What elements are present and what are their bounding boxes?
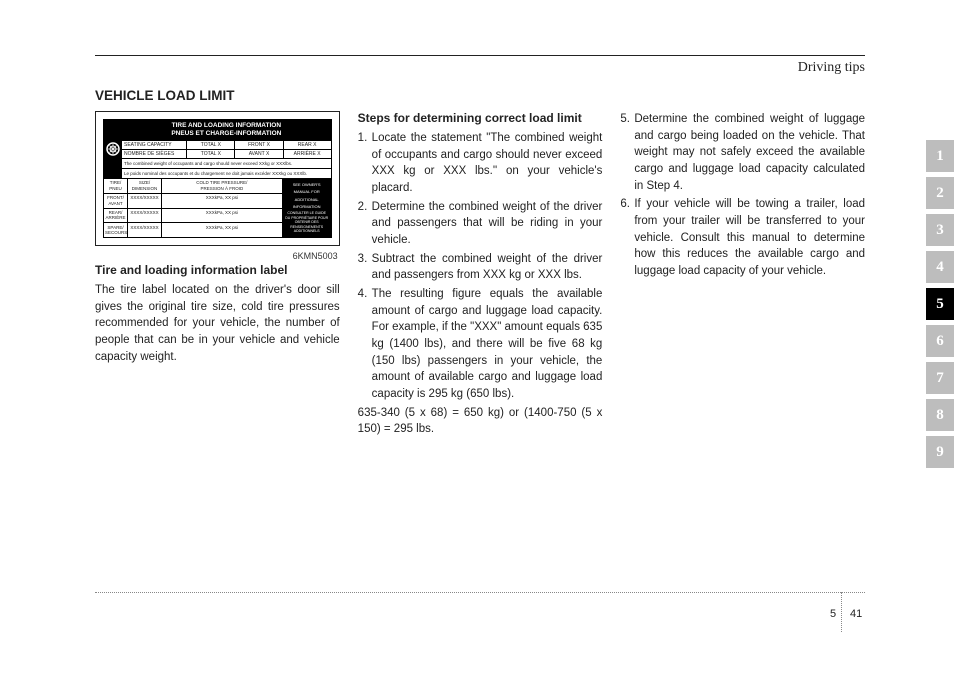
ri5: CONSULTER LE GUIDE DU PROPRIÉTAIRE POUR … (285, 211, 329, 234)
column-right: 5.Determine the combined weight of lugga… (620, 111, 865, 438)
chapter-tabs: 1 2 3 4 5 6 7 8 9 (926, 140, 954, 473)
tab-1[interactable]: 1 (926, 140, 954, 172)
mid-subhead: Steps for determining correct load limit (358, 111, 603, 126)
column-middle: Steps for determining correct load limit… (358, 111, 603, 438)
column-left: TIRE AND LOADING INFORMATION PNEUS ET CH… (95, 111, 340, 438)
steps-list-1: 1.Locate the statement "The combined wei… (358, 130, 603, 403)
page-title: VEHICLE LOAD LIMIT (95, 88, 865, 103)
step-5: Determine the combined weight of luggage… (634, 111, 865, 194)
r1c1: FRONT/ AVANT (104, 194, 128, 208)
list-item: 6.If your vehicle will be towing a trail… (620, 196, 865, 279)
tab-9[interactable]: 9 (926, 436, 954, 468)
ri3: ADDITIONAL (285, 197, 329, 202)
seats-label: NOMBRE DE SIÈGES (122, 150, 187, 158)
ri2: MANUAL FOR (285, 189, 329, 194)
gh1a: TIRE/ (110, 180, 122, 185)
r2c1: REAR/ ARRIÈRE (104, 209, 128, 223)
tab-7[interactable]: 7 (926, 362, 954, 394)
gh1b: PNEU (109, 186, 122, 191)
tab-5[interactable]: 5 (926, 288, 954, 320)
cap-front: FRONT X (235, 141, 283, 149)
r3c3: XXXkPa, XX psi (162, 223, 283, 237)
figure-reference: 6KMN5003 (95, 248, 340, 263)
label-title-2: PNEUS ET CHARGE-INFORMATION (122, 130, 331, 138)
footer-chapter: 5 (830, 608, 836, 620)
list-item: 5.Determine the combined weight of lugga… (620, 111, 865, 194)
list-item: 3.Subtract the combined weight of the dr… (358, 251, 603, 284)
tire-label-figure: TIRE AND LOADING INFORMATION PNEUS ET CH… (95, 111, 340, 246)
step-4: The resulting figure equals the availabl… (372, 286, 603, 403)
r1c3: XXXkPa, XX psi (162, 194, 283, 208)
tab-2[interactable]: 2 (926, 177, 954, 209)
r3c2: XXXX/XXXXX (128, 223, 162, 237)
step-6: If your vehicle will be towing a trailer… (634, 196, 865, 279)
tire-icon (104, 120, 122, 178)
tab-3[interactable]: 3 (926, 214, 954, 246)
seats-total: TOTAL X (187, 150, 235, 158)
calculation-text: 635-340 (5 x 68) = 650 kg) or (1400-750 … (358, 405, 603, 438)
section-header: Driving tips (95, 56, 865, 88)
label-note-fr: Le poids nominal des occupants et du cha… (122, 168, 331, 178)
gh2b: DIMENSION (132, 186, 158, 191)
footer-rule (95, 592, 865, 593)
tab-8[interactable]: 8 (926, 399, 954, 431)
label-note-en: The combined weight of occupants and car… (122, 159, 331, 168)
cap-total: TOTAL X (187, 141, 235, 149)
step-2: Determine the combined weight of the dri… (372, 199, 603, 249)
seats-front: AVANT X (235, 150, 283, 158)
step-1: Locate the statement "The combined weigh… (372, 130, 603, 197)
cap-label: SEATING CAPACITY (122, 141, 187, 149)
tab-4[interactable]: 4 (926, 251, 954, 283)
footer-page: 41 (850, 608, 862, 620)
r2c3: XXXkPa, XX psi (162, 209, 283, 223)
label-right-info: SEE OWNER'S MANUAL FOR ADDITIONAL INFORM… (283, 179, 331, 237)
gh3b: PRESSION À FROID (200, 186, 243, 191)
left-subhead: Tire and loading information label (95, 263, 340, 278)
label-title-1: TIRE AND LOADING INFORMATION (122, 122, 331, 130)
list-item: 4.The resulting figure equals the availa… (358, 286, 603, 403)
list-item: 2.Determine the combined weight of the d… (358, 199, 603, 249)
gh2a: SIZE/ (139, 180, 150, 185)
footer-vert-rule (841, 592, 842, 632)
steps-list-2: 5.Determine the combined weight of lugga… (620, 111, 865, 280)
r1c2: XXXX/XXXXX (128, 194, 162, 208)
step-3: Subtract the combined weight of the driv… (372, 251, 603, 284)
left-body: The tire label located on the driver's d… (95, 282, 340, 365)
seats-rear: ARRIÈRE X (284, 150, 331, 158)
cap-rear: REAR X (284, 141, 331, 149)
ri1: SEE OWNER'S (285, 182, 329, 187)
list-item: 1.Locate the statement "The combined wei… (358, 130, 603, 197)
r3c1: SPARE/ SECOURS (104, 223, 128, 237)
tab-6[interactable]: 6 (926, 325, 954, 357)
r2c2: XXXX/XXXXX (128, 209, 162, 223)
gh3a: COLD TIRE PRESSURE/ (196, 180, 247, 185)
ri4: INFORMATION (285, 204, 329, 209)
